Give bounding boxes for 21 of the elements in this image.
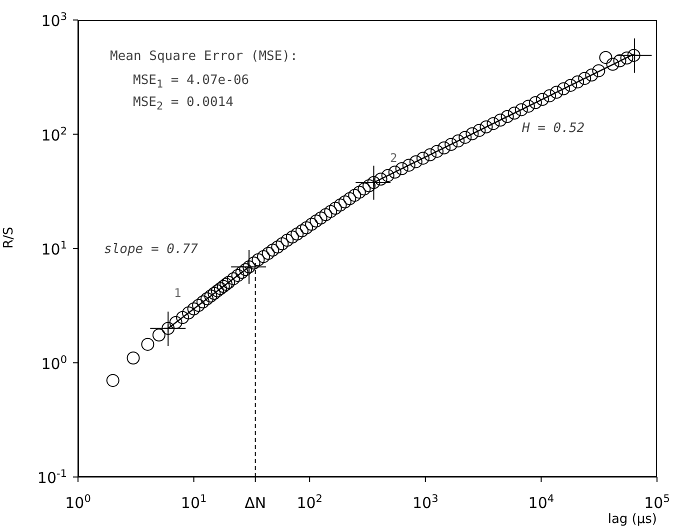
x-tick-label: 10$^{2}$ — [296, 493, 322, 512]
annotation: slope = 0.77 — [104, 242, 198, 257]
annotation: MSE$_{2}$ = 0.0014 — [133, 95, 234, 113]
y-axis-title: R/S — [2, 226, 17, 248]
y-tick-label: 10$^{3}$ — [41, 11, 67, 30]
annotation: 1 — [174, 286, 182, 300]
x-tick-label: 10$^{5}$ — [644, 493, 670, 512]
y-tick-label: 10$^{1}$ — [41, 240, 67, 258]
x-tick-label: 10$^{1}$ — [180, 493, 207, 512]
annotation: H = 0.52 — [522, 121, 585, 136]
y-tick-label: 10$^{0}$ — [41, 354, 67, 373]
y-tick-label: 10$^{2}$ — [41, 125, 67, 144]
x-tick-label: 10$^{0}$ — [65, 493, 91, 512]
x-tick-label: 10$^{4}$ — [528, 493, 554, 512]
annotation: MSE$_{1}$ = 4.07e-06 — [133, 73, 250, 91]
x-tick-label: 10$^{3}$ — [412, 493, 438, 512]
annotation: 2 — [390, 151, 398, 165]
x-axis-title: lag (µs) — [608, 512, 657, 527]
y-tick-label: 10$^{-1}$ — [37, 468, 67, 487]
x-tick-label: ΔN — [244, 494, 266, 512]
annotation: Mean Square Error (MSE): — [110, 49, 298, 64]
